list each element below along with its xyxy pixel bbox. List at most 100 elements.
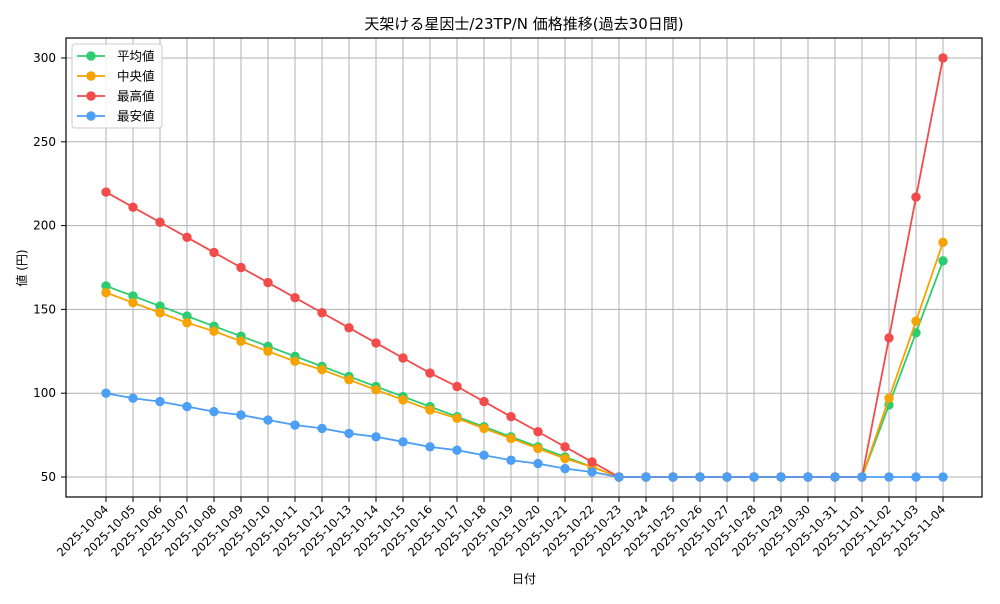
data-point bbox=[371, 338, 381, 348]
series-0 bbox=[101, 256, 948, 482]
data-point bbox=[560, 463, 570, 474]
data-point bbox=[911, 192, 921, 202]
data-point bbox=[317, 365, 327, 375]
y-tick-label: 50 bbox=[41, 470, 56, 484]
y-axis-label: 値 (円) bbox=[14, 249, 29, 286]
data-point bbox=[155, 301, 165, 311]
data-point bbox=[236, 262, 246, 273]
plot-frame bbox=[65, 37, 983, 498]
data-point bbox=[128, 291, 138, 301]
data-point bbox=[398, 395, 408, 405]
series-line bbox=[105, 392, 943, 478]
data-point bbox=[506, 433, 516, 444]
data-point bbox=[155, 396, 165, 407]
y-axis: 50 100 150 200 250 300 bbox=[33, 51, 66, 484]
data-point bbox=[209, 326, 219, 336]
y-tick-label: 300 bbox=[33, 51, 56, 65]
data-point bbox=[938, 472, 948, 482]
y-tick-label: 250 bbox=[33, 135, 56, 149]
data-point bbox=[101, 187, 111, 197]
data-point bbox=[749, 472, 759, 482]
legend-swatch-marker bbox=[86, 91, 96, 101]
data-point bbox=[155, 308, 165, 318]
data-point bbox=[101, 281, 111, 291]
data-point bbox=[236, 336, 246, 346]
data-point bbox=[452, 413, 462, 424]
data-point bbox=[128, 393, 138, 403]
data-point bbox=[776, 472, 786, 482]
data-point bbox=[182, 401, 192, 412]
data-point bbox=[803, 472, 813, 482]
data-point bbox=[182, 311, 192, 321]
legend-label: 最高値 bbox=[117, 89, 155, 104]
legend-label: 平均値 bbox=[117, 49, 155, 64]
data-point bbox=[614, 472, 624, 482]
data-point bbox=[587, 457, 597, 467]
x-axis-label: 日付 bbox=[512, 572, 536, 586]
legend-item: 最高値 bbox=[77, 89, 155, 104]
data-point bbox=[722, 472, 732, 482]
data-point bbox=[479, 396, 489, 407]
data-point bbox=[263, 277, 273, 288]
data-point bbox=[371, 385, 381, 395]
y-tick-label: 100 bbox=[33, 386, 56, 400]
data-point bbox=[128, 297, 138, 308]
series-layer bbox=[101, 53, 948, 482]
data-point bbox=[884, 333, 894, 343]
series-1 bbox=[101, 237, 948, 482]
data-point bbox=[452, 445, 462, 455]
data-point bbox=[641, 472, 651, 482]
data-point bbox=[857, 472, 867, 482]
data-point bbox=[425, 405, 435, 415]
data-point bbox=[101, 287, 111, 298]
legend-label: 中央値 bbox=[117, 69, 155, 84]
data-point bbox=[425, 442, 435, 452]
data-point bbox=[128, 202, 138, 212]
y-tick-label: 150 bbox=[33, 302, 56, 316]
data-point bbox=[371, 432, 381, 442]
series-2 bbox=[101, 53, 948, 482]
data-point bbox=[182, 318, 192, 328]
data-point bbox=[911, 316, 921, 326]
legend-item: 中央値 bbox=[77, 69, 155, 84]
data-point bbox=[290, 420, 300, 430]
data-point bbox=[344, 375, 354, 385]
data-point bbox=[560, 453, 570, 464]
legend-swatch-marker bbox=[86, 71, 96, 81]
x-axis: 2025-10-042025-10-052025-10-062025-10-07… bbox=[54, 497, 948, 559]
data-point bbox=[884, 393, 894, 403]
legend-item: 平均値 bbox=[77, 49, 155, 64]
data-point bbox=[317, 423, 327, 434]
data-point bbox=[479, 450, 489, 460]
legend-box bbox=[71, 43, 163, 129]
y-tick-label: 200 bbox=[33, 219, 56, 233]
data-point bbox=[587, 467, 597, 477]
data-point bbox=[236, 410, 246, 420]
series-3 bbox=[101, 388, 948, 482]
data-point bbox=[911, 472, 921, 482]
data-point bbox=[533, 443, 543, 454]
data-point bbox=[668, 472, 678, 482]
legend-swatch-marker bbox=[86, 111, 96, 121]
data-point bbox=[695, 472, 705, 482]
data-point bbox=[506, 411, 516, 422]
series-line bbox=[105, 260, 944, 478]
data-point bbox=[290, 356, 300, 367]
data-point bbox=[938, 237, 948, 248]
chart-title: 天架ける星因士/23TP/N 価格推移(過去30日間) bbox=[364, 15, 683, 33]
data-point bbox=[938, 53, 948, 63]
data-point bbox=[425, 368, 435, 378]
data-point bbox=[263, 346, 273, 356]
data-point bbox=[506, 455, 516, 465]
data-point bbox=[560, 442, 570, 452]
data-point bbox=[209, 406, 219, 417]
data-point bbox=[452, 381, 462, 392]
data-point bbox=[533, 427, 543, 437]
data-point bbox=[155, 217, 165, 227]
data-point bbox=[263, 415, 273, 425]
data-point bbox=[290, 292, 300, 303]
data-point bbox=[182, 232, 192, 243]
grid-lines bbox=[66, 38, 982, 497]
